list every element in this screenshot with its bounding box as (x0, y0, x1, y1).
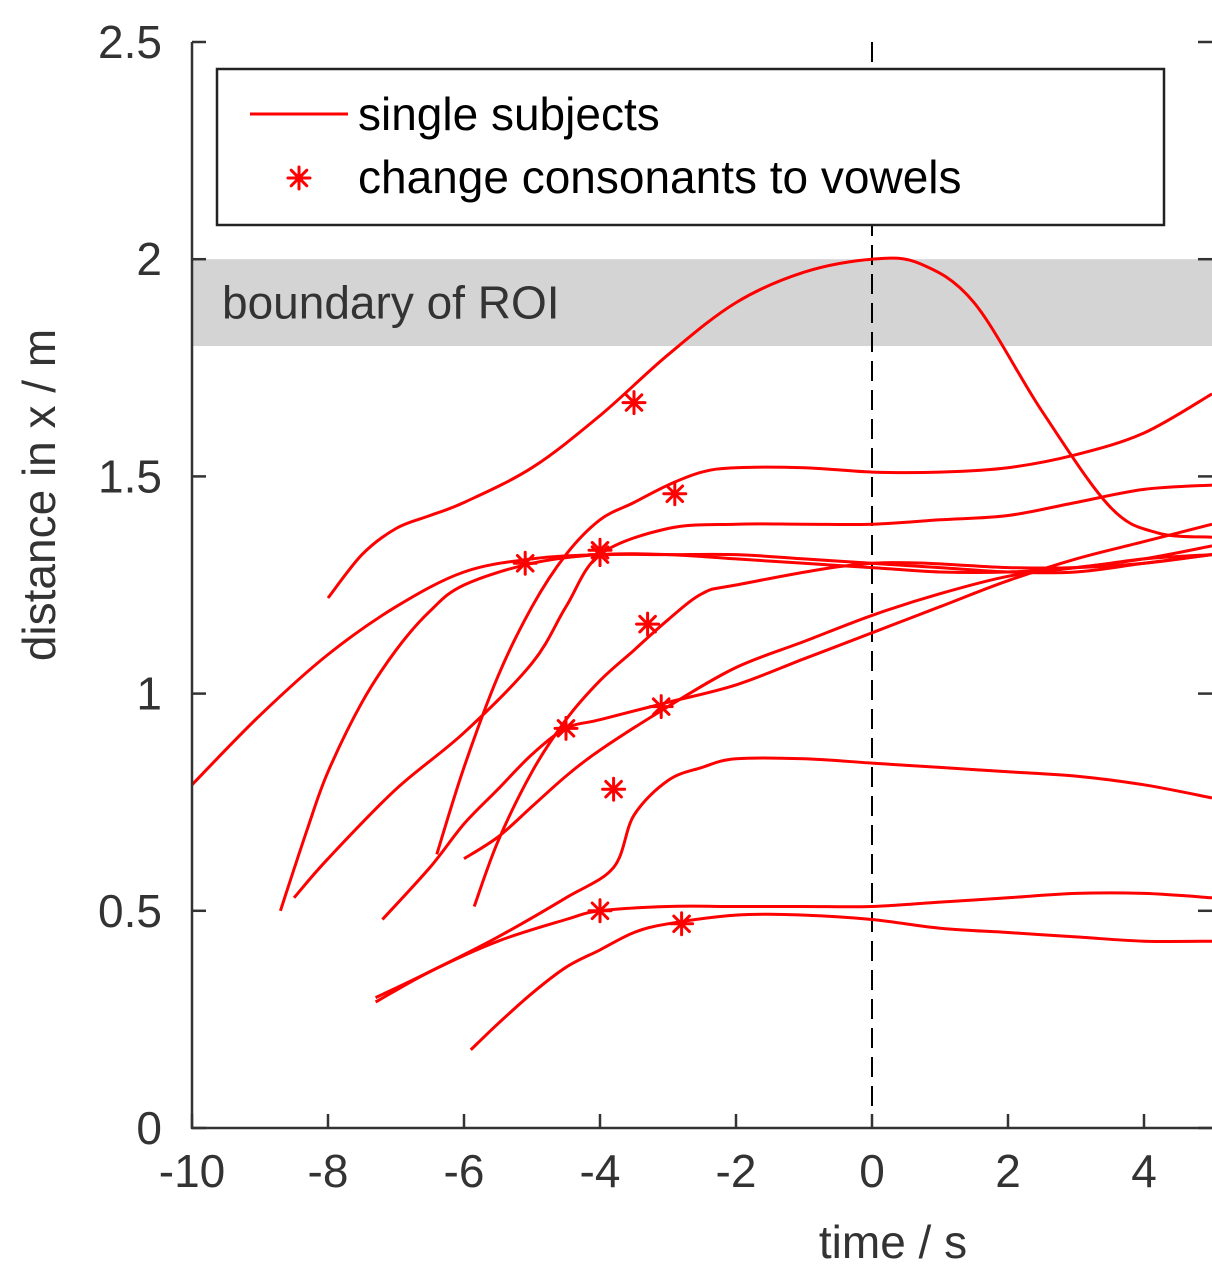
series-layer (192, 256, 1212, 1051)
subject-line-11 (469, 912, 1212, 1051)
roi-band-label: boundary of ROI (222, 277, 560, 329)
change-marker-6 (635, 611, 661, 637)
roi-band (192, 259, 1212, 347)
x-tick-label: -4 (580, 1145, 621, 1197)
subject-line-5 (278, 552, 1212, 912)
y-axis-label: distance in x / m (13, 329, 65, 661)
subject-line-4 (435, 392, 1212, 855)
subject-line-10 (374, 891, 1212, 1004)
x-tick-label: 2 (995, 1145, 1021, 1197)
tick-labels: -10 -8 -6 -4 -2 0 2 4 0 0.5 1 1.5 2 2.5 (98, 16, 1157, 1197)
x-tick-label: 4 (1131, 1145, 1157, 1197)
legend-label-change-consonants: change consonants to vowels (358, 151, 962, 203)
x-tick-label: -8 (308, 1145, 349, 1197)
x-tick-label: -2 (716, 1145, 757, 1197)
subject-line-3 (292, 483, 1212, 899)
change-marker-4 (662, 481, 688, 507)
legend-asterisk (286, 165, 312, 191)
x-tick-label: -10 (159, 1145, 225, 1197)
change-marker-10 (587, 898, 613, 924)
subject-line-8 (463, 544, 1212, 860)
legend-asterisk-swatch (286, 165, 312, 191)
y-tick-label: 0 (136, 1102, 162, 1154)
legend-box (215, 67, 1166, 227)
legend-label-single-subjects: single subjects (358, 88, 660, 140)
axes (190, 40, 1212, 1130)
y-tick-label: 0.5 (98, 885, 162, 937)
x-tick-label: 0 (859, 1145, 885, 1197)
x-tick-label: -6 (444, 1145, 485, 1197)
y-tick-label: 2.5 (98, 16, 162, 68)
subject-line-6 (472, 553, 1212, 908)
subject-line-7 (381, 522, 1212, 921)
change-marker-8 (648, 694, 674, 720)
change-marker-9 (601, 776, 627, 802)
subject-line-9 (374, 756, 1212, 1000)
change-marker-11 (669, 911, 695, 937)
change-marker-1 (621, 390, 647, 416)
y-tick-label: 1 (136, 668, 162, 720)
roi-band-rect (192, 259, 1212, 347)
x-axis-label: time / s (819, 1216, 967, 1265)
y-tick-label: 2 (136, 233, 162, 285)
subject-line-1 (326, 256, 1212, 599)
change-marker-7 (553, 715, 579, 741)
subject-line-2 (192, 552, 1212, 786)
change-marker-2 (512, 550, 538, 576)
y-tick-label: 1.5 (98, 450, 162, 502)
change-marker-5 (587, 542, 613, 568)
legend: single subjects change consonants to vow… (215, 67, 1166, 227)
